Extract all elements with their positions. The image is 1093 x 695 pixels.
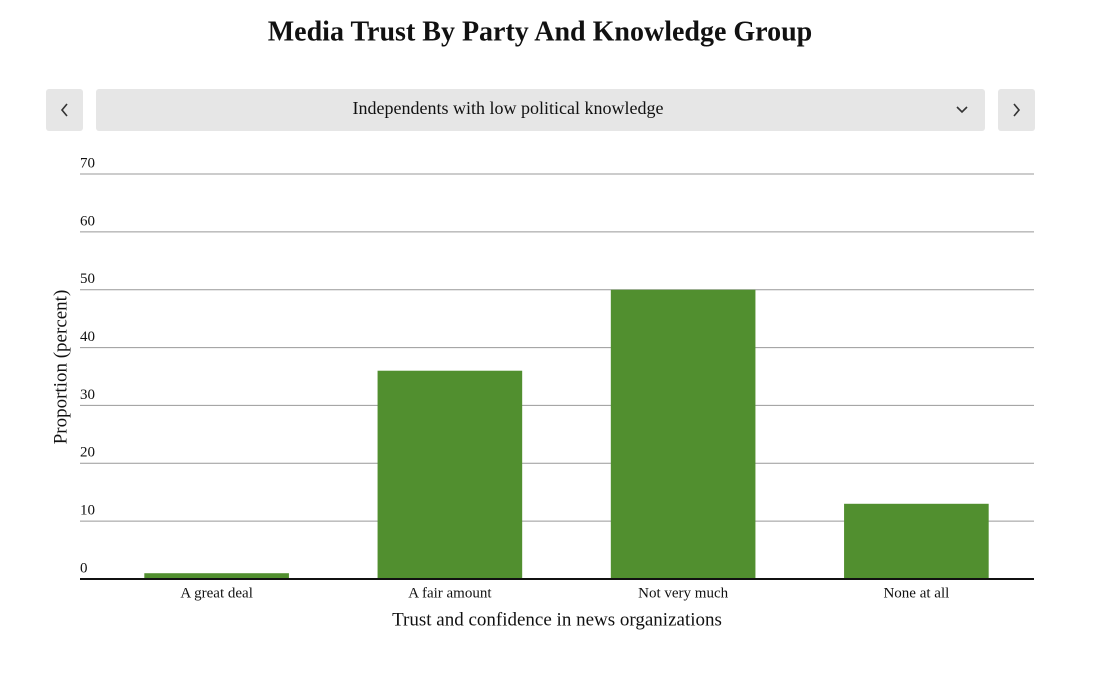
y-tick-label: 70 xyxy=(80,155,95,171)
prev-button-bg[interactable] xyxy=(46,89,83,131)
x-tick-label: A great deal xyxy=(180,585,252,601)
y-tick-label: 20 xyxy=(80,445,95,461)
x-tick-label: None at all xyxy=(883,585,949,601)
y-tick-label: 50 xyxy=(80,271,95,287)
y-tick-label: 0 xyxy=(80,560,88,576)
dropdown[interactable]: Independents with low political knowledg… xyxy=(96,89,985,131)
y-tick-label: 40 xyxy=(80,329,95,345)
next-button[interactable] xyxy=(998,89,1035,131)
prev-icon[interactable] xyxy=(60,103,68,117)
bar xyxy=(844,503,989,579)
next-icon[interactable] xyxy=(1013,103,1021,117)
dropdown-bg[interactable] xyxy=(96,89,985,131)
x-tick-label: A fair amount xyxy=(408,585,492,601)
bar xyxy=(377,370,523,579)
x-tick-label: Not very much xyxy=(638,585,728,601)
y-tick-label: 10 xyxy=(80,503,95,519)
y-tick-label: 30 xyxy=(80,387,95,403)
next-button-bg[interactable] xyxy=(998,89,1035,131)
y-tick-label: 60 xyxy=(80,213,95,229)
bar xyxy=(610,289,756,579)
bar xyxy=(144,573,289,579)
dropdown-label[interactable]: Independents with low political knowledg… xyxy=(353,98,664,118)
chart-title: Media Trust By Party And Knowledge Group xyxy=(268,16,813,47)
prev-button[interactable] xyxy=(46,89,83,131)
dropdown-icon[interactable] xyxy=(956,106,968,114)
y-axis-title: Proportion (percent) xyxy=(50,290,71,445)
x-axis-title: Trust and confidence in news organizatio… xyxy=(392,609,722,630)
